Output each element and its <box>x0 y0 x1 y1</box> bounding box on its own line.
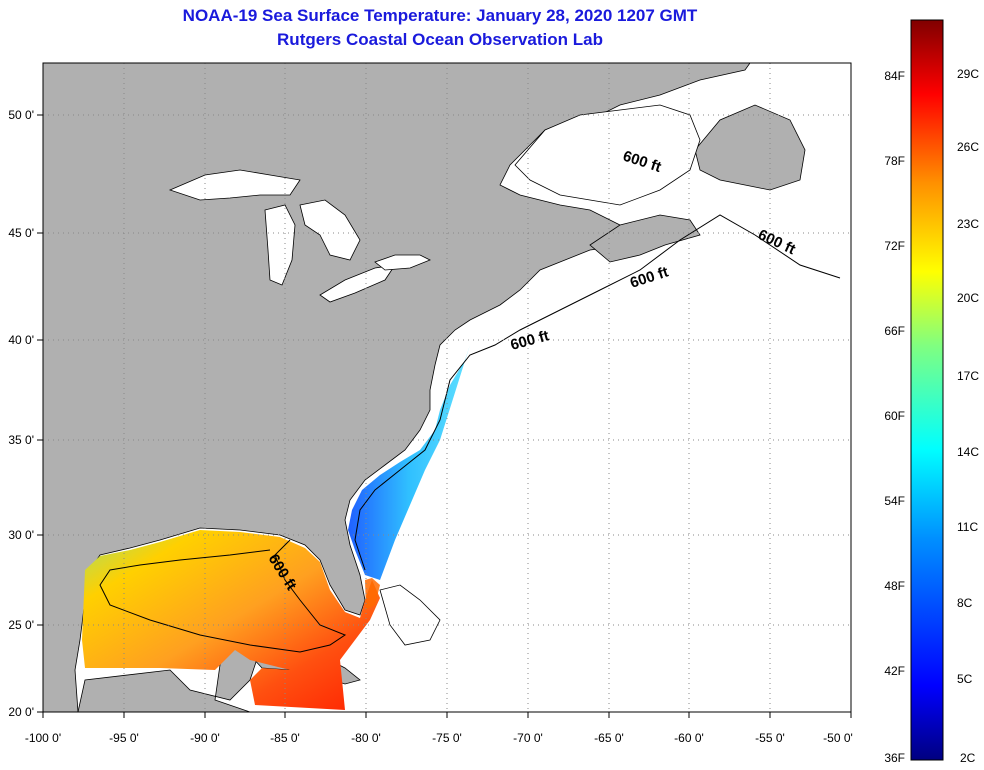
colorbar-c-label: 23C <box>957 217 979 231</box>
colorbar-fahrenheit-labels: 84F 78F 72F 66F 60F 54F 48F 42F 36F <box>884 69 905 765</box>
lake-erie <box>319 264 396 303</box>
graticule <box>43 63 851 712</box>
y-tick-label: 25 0' <box>8 618 34 632</box>
x-tick-label: -75 0' <box>432 731 462 745</box>
sst-warm-edge <box>365 578 380 610</box>
colorbar-f-label: 54F <box>884 494 905 508</box>
colorbar-f-label: 36F <box>884 751 905 765</box>
y-tick-label: 40 0' <box>8 333 34 347</box>
colorbar-c-label: 2C <box>960 751 976 765</box>
x-tick-label: -80 0' <box>351 731 381 745</box>
colorbar-f-label: 60F <box>884 409 905 423</box>
x-tick-label: -55 0' <box>755 731 785 745</box>
x-tick-label: -85 0' <box>270 731 300 745</box>
colorbar-f-label: 78F <box>884 154 905 168</box>
sst-gulf-of-mexico <box>82 530 380 710</box>
nova-scotia <box>589 214 701 263</box>
colorbar-c-label: 8C <box>957 596 973 610</box>
colorbar-f-label: 72F <box>884 239 905 253</box>
x-axis-labels: -100 0' -95 0' -90 0' -85 0' -80 0' -75 … <box>25 731 853 745</box>
lake-superior <box>168 169 301 201</box>
lake-ontario <box>374 254 431 271</box>
y-axis-labels: 50 0' 45 0' 40 0' 35 0' 30 0' 25 0' 20 0… <box>8 108 34 719</box>
x-tick-label: -100 0' <box>25 731 61 745</box>
colorbar-f-label: 42F <box>884 664 905 678</box>
y-tick-label: 30 0' <box>8 528 34 542</box>
y-tick-label: 35 0' <box>8 433 34 447</box>
colorbar-c-label: 11C <box>957 520 978 534</box>
colorbar <box>910 19 944 761</box>
colorbar-c-label: 26C <box>957 140 979 154</box>
colorbar-f-label: 84F <box>884 69 905 83</box>
colorbar-c-label: 5C <box>957 672 973 686</box>
colorbar-f-label: 66F <box>884 324 905 338</box>
land-mass <box>43 63 751 712</box>
isobath-600ft-gulf <box>99 539 347 653</box>
isobath-600ft <box>354 214 841 571</box>
x-tick-label: -60 0' <box>674 731 704 745</box>
lake-michigan <box>264 204 296 286</box>
map-title: NOAA-19 Sea Surface Temperature: January… <box>182 6 698 25</box>
lake-huron <box>299 199 361 261</box>
tick-marks <box>37 114 852 718</box>
colorbar-f-label: 48F <box>884 579 905 593</box>
y-tick-label: 45 0' <box>8 226 34 240</box>
x-tick-label: -65 0' <box>594 731 624 745</box>
y-tick-label: 20 0' <box>8 705 34 719</box>
x-tick-label: -50 0' <box>823 731 853 745</box>
bahamas <box>379 584 441 646</box>
colorbar-celsius-labels: 29C 26C 23C 20C 17C 14C 11C 8C 5C 2C <box>957 67 979 765</box>
x-tick-label: -95 0' <box>109 731 139 745</box>
colorbar-c-label: 20C <box>957 291 979 305</box>
y-tick-label: 50 0' <box>8 108 34 122</box>
gulf-st-lawrence <box>514 104 701 206</box>
map-subtitle: Rutgers Coastal Ocean Observation Lab <box>277 30 603 49</box>
colorbar-c-label: 29C <box>957 67 979 81</box>
x-tick-label: -70 0' <box>513 731 543 745</box>
newfoundland <box>694 104 806 191</box>
colorbar-c-label: 17C <box>957 369 979 383</box>
colorbar-c-label: 14C <box>957 445 979 459</box>
x-tick-label: -90 0' <box>190 731 220 745</box>
